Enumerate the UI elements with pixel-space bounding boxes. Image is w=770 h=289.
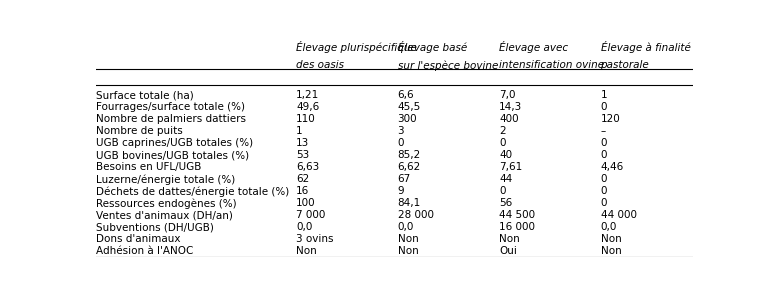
Text: sur l'espèce bovine: sur l'espèce bovine — [397, 60, 498, 71]
Text: 16 000: 16 000 — [499, 223, 535, 232]
Text: 300: 300 — [397, 114, 417, 124]
Text: intensification ovine: intensification ovine — [499, 60, 604, 70]
Text: –: – — [601, 126, 606, 136]
Text: 1,21: 1,21 — [296, 90, 320, 100]
Text: Nombre de palmiers dattiers: Nombre de palmiers dattiers — [96, 114, 246, 124]
Text: 1: 1 — [296, 126, 303, 136]
Text: 400: 400 — [499, 114, 519, 124]
Text: 3 ovins: 3 ovins — [296, 234, 333, 244]
Text: Déchets de dattes/énergie totale (%): Déchets de dattes/énergie totale (%) — [96, 186, 290, 197]
Text: 120: 120 — [601, 114, 621, 124]
Text: 85,2: 85,2 — [397, 150, 421, 160]
Text: 49,6: 49,6 — [296, 102, 320, 112]
Text: Élevage basé: Élevage basé — [397, 41, 467, 53]
Text: Élevage à finalité: Élevage à finalité — [601, 41, 691, 53]
Text: pastorale: pastorale — [601, 60, 649, 70]
Text: 6,62: 6,62 — [397, 162, 421, 173]
Text: Non: Non — [499, 234, 520, 244]
Text: 0: 0 — [397, 138, 404, 149]
Text: 0: 0 — [601, 102, 607, 112]
Text: UGB caprines/UGB totales (%): UGB caprines/UGB totales (%) — [96, 138, 253, 149]
Text: Nombre de puits: Nombre de puits — [96, 126, 183, 136]
Text: 44: 44 — [499, 174, 512, 184]
Text: Dons d'animaux: Dons d'animaux — [96, 234, 181, 244]
Text: Ventes d'animaux (DH/an): Ventes d'animaux (DH/an) — [96, 210, 233, 221]
Text: des oasis: des oasis — [296, 60, 344, 70]
Text: 16: 16 — [296, 186, 310, 197]
Text: Ressources endogènes (%): Ressources endogènes (%) — [96, 199, 237, 209]
Text: 45,5: 45,5 — [397, 102, 421, 112]
Text: Subventions (DH/UGB): Subventions (DH/UGB) — [96, 223, 214, 232]
Text: Besoins en UFL/UGB: Besoins en UFL/UGB — [96, 162, 202, 173]
Text: 44 000: 44 000 — [601, 210, 637, 221]
Text: Luzerne/énergie totale (%): Luzerne/énergie totale (%) — [96, 174, 236, 185]
Text: 9: 9 — [397, 186, 404, 197]
Text: 0: 0 — [601, 150, 607, 160]
Text: 0: 0 — [499, 186, 506, 197]
Text: Adhésion à l'ANOC: Adhésion à l'ANOC — [96, 247, 193, 256]
Text: 2: 2 — [499, 126, 506, 136]
Text: 56: 56 — [499, 199, 512, 208]
Text: Oui: Oui — [499, 247, 517, 256]
Text: 0: 0 — [601, 186, 607, 197]
Text: 7,0: 7,0 — [499, 90, 516, 100]
Text: 3: 3 — [397, 126, 404, 136]
Text: Non: Non — [397, 247, 418, 256]
Text: 13: 13 — [296, 138, 310, 149]
Text: 0,0: 0,0 — [296, 223, 313, 232]
Text: 110: 110 — [296, 114, 316, 124]
Text: 100: 100 — [296, 199, 316, 208]
Text: 0: 0 — [499, 138, 506, 149]
Text: 28 000: 28 000 — [397, 210, 434, 221]
Text: UGB bovines/UGB totales (%): UGB bovines/UGB totales (%) — [96, 150, 249, 160]
Text: 0: 0 — [601, 199, 607, 208]
Text: 7,61: 7,61 — [499, 162, 522, 173]
Text: 6,63: 6,63 — [296, 162, 320, 173]
Text: 0: 0 — [601, 174, 607, 184]
Text: 62: 62 — [296, 174, 310, 184]
Text: Fourrages/surface totale (%): Fourrages/surface totale (%) — [96, 102, 246, 112]
Text: 0: 0 — [601, 138, 607, 149]
Text: 84,1: 84,1 — [397, 199, 421, 208]
Text: Non: Non — [601, 247, 621, 256]
Text: 0,0: 0,0 — [601, 223, 617, 232]
Text: 14,3: 14,3 — [499, 102, 522, 112]
Text: 1: 1 — [601, 90, 607, 100]
Text: 44 500: 44 500 — [499, 210, 535, 221]
Text: 7 000: 7 000 — [296, 210, 326, 221]
Text: 67: 67 — [397, 174, 411, 184]
Text: Non: Non — [296, 247, 317, 256]
Text: 53: 53 — [296, 150, 310, 160]
Text: Non: Non — [601, 234, 621, 244]
Text: 4,46: 4,46 — [601, 162, 624, 173]
Text: Surface totale (ha): Surface totale (ha) — [96, 90, 194, 100]
Text: 40: 40 — [499, 150, 512, 160]
Text: 0,0: 0,0 — [397, 223, 414, 232]
Text: Élevage avec: Élevage avec — [499, 41, 568, 53]
Text: Élevage plurispécifique: Élevage plurispécifique — [296, 41, 417, 53]
Text: 6,6: 6,6 — [397, 90, 414, 100]
Text: Non: Non — [397, 234, 418, 244]
